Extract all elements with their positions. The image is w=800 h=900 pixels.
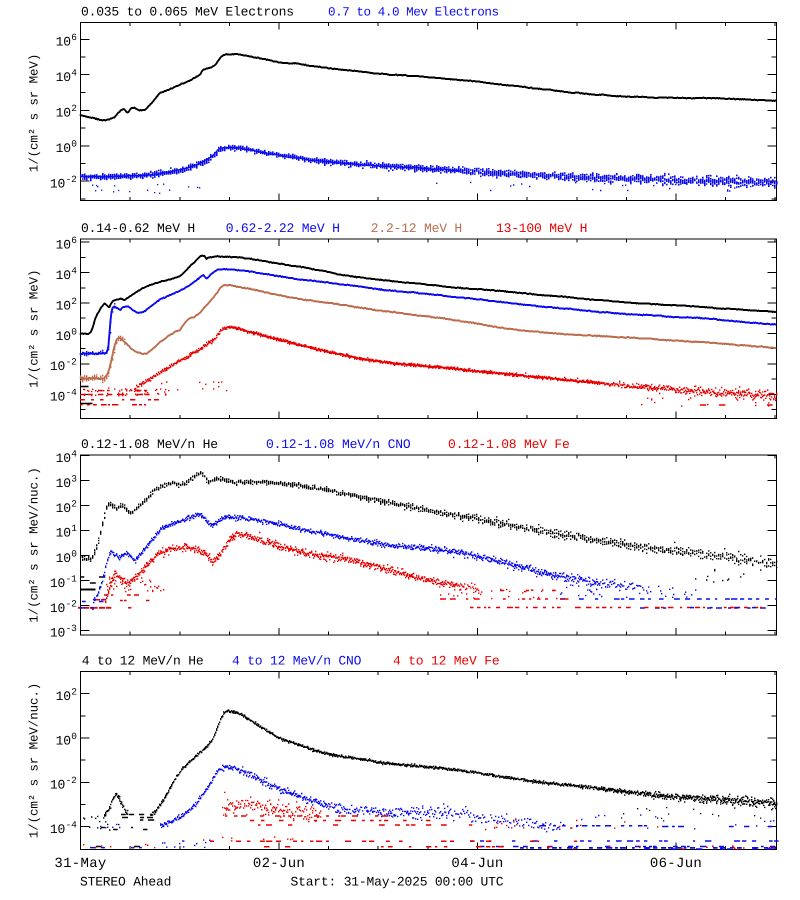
svg-text:4 to 12 MeV Fe: 4 to 12 MeV Fe (393, 654, 499, 669)
svg-text:4 to 12 MeV/n CNO: 4 to 12 MeV/n CNO (232, 654, 362, 669)
svg-text:-2: -2 (66, 174, 78, 185)
svg-text:10: 10 (50, 778, 65, 793)
svg-text:10: 10 (56, 733, 71, 748)
svg-text:6: 6 (71, 235, 77, 246)
svg-text:-1: -1 (66, 574, 78, 585)
svg-text:0.14-0.62 MeV H: 0.14-0.62 MeV H (81, 221, 195, 236)
svg-text:04-Jun: 04-Jun (451, 856, 503, 872)
svg-text:10: 10 (56, 501, 71, 516)
svg-text:10: 10 (56, 551, 71, 566)
svg-text:06-Jun: 06-Jun (650, 856, 702, 872)
svg-text:0.12-1.08 MeV/n He: 0.12-1.08 MeV/n He (81, 437, 218, 452)
svg-text:0: 0 (71, 326, 77, 337)
svg-text:-4: -4 (66, 387, 78, 398)
svg-text:0.7 to 4.0 Mev Electrons: 0.7 to 4.0 Mev Electrons (328, 6, 499, 20)
svg-text:02-Jun: 02-Jun (253, 856, 305, 872)
svg-text:-2: -2 (66, 598, 78, 609)
svg-text:10: 10 (56, 526, 71, 541)
svg-text:10: 10 (56, 451, 71, 466)
svg-text:-3: -3 (66, 623, 78, 634)
svg-text:0.12-1.08 MeV/n CNO: 0.12-1.08 MeV/n CNO (266, 437, 411, 452)
svg-text:-2: -2 (66, 357, 78, 368)
svg-text:4: 4 (71, 448, 77, 459)
svg-text:1/(cm² s sr MeV): 1/(cm² s sr MeV) (28, 54, 42, 172)
svg-text:2: 2 (71, 103, 77, 114)
svg-text:1/(cm² s sr MeV/nuc.): 1/(cm² s sr MeV/nuc.) (28, 467, 42, 622)
svg-text:10: 10 (56, 35, 71, 50)
svg-text:10: 10 (56, 329, 71, 344)
svg-text:10: 10 (56, 268, 71, 283)
svg-text:2: 2 (71, 296, 77, 307)
svg-text:0: 0 (71, 139, 77, 150)
svg-text:2: 2 (71, 498, 77, 509)
svg-text:STEREO Ahead: STEREO Ahead (80, 875, 171, 890)
svg-text:0.12-1.08 MeV Fe: 0.12-1.08 MeV Fe (448, 437, 570, 452)
svg-text:10: 10 (56, 476, 71, 491)
svg-text:10: 10 (50, 576, 65, 591)
svg-text:0: 0 (71, 731, 77, 742)
svg-text:10: 10 (50, 626, 65, 641)
svg-text:0.62-2.22 MeV H: 0.62-2.22 MeV H (226, 221, 340, 236)
svg-text:10: 10 (50, 601, 65, 616)
svg-text:10: 10 (50, 176, 65, 191)
svg-text:2.2-12 MeV H: 2.2-12 MeV H (371, 221, 462, 236)
svg-text:6: 6 (71, 32, 77, 43)
svg-text:2: 2 (71, 686, 77, 697)
svg-text:-2: -2 (66, 775, 78, 786)
svg-text:1: 1 (71, 523, 77, 534)
svg-text:3: 3 (71, 474, 77, 485)
svg-text:0.035 to 0.065 MeV Electrons: 0.035 to 0.065 MeV Electrons (81, 5, 294, 20)
svg-text:10: 10 (50, 390, 65, 405)
svg-text:4: 4 (71, 265, 77, 276)
svg-text:10: 10 (56, 238, 71, 253)
svg-text:10: 10 (56, 298, 71, 313)
svg-text:10: 10 (56, 106, 71, 121)
svg-text:10: 10 (50, 822, 65, 837)
svg-text:10: 10 (56, 141, 71, 156)
svg-text:Start: 31-May-2025 00:00 UTC: Start: 31-May-2025 00:00 UTC (291, 875, 504, 890)
svg-text:31-May: 31-May (54, 856, 106, 872)
svg-text:4: 4 (71, 67, 77, 78)
svg-text:10: 10 (56, 689, 71, 704)
svg-text:1/(cm² s sr MeV/nuc.): 1/(cm² s sr MeV/nuc.) (28, 683, 42, 838)
svg-text:1/(cm² s sr MeV): 1/(cm² s sr MeV) (28, 270, 42, 388)
svg-text:-4: -4 (66, 819, 78, 830)
svg-text:10: 10 (50, 359, 65, 374)
svg-text:4 to 12 MeV/n He: 4 to 12 MeV/n He (82, 654, 204, 669)
svg-text:10: 10 (56, 70, 71, 85)
svg-text:0: 0 (71, 548, 77, 559)
svg-text:13-100 MeV H: 13-100 MeV H (496, 221, 587, 236)
